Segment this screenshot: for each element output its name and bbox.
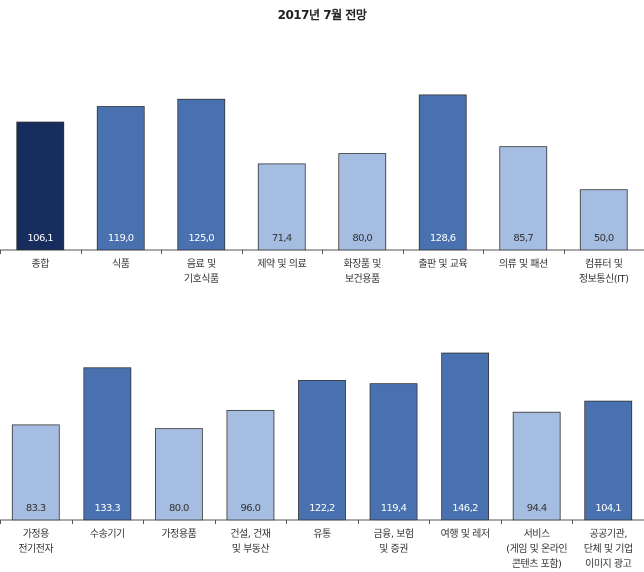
data-label: 133.3 (95, 503, 121, 514)
bar (154, 428, 203, 521)
category-label: 출판 및 교육 (418, 258, 467, 270)
category-label: 금융, 보험 (373, 528, 413, 540)
bar (418, 94, 467, 251)
category-label: 여행 및 레저 (441, 528, 490, 540)
category-label: 기호식품 (184, 273, 219, 285)
bar (441, 352, 490, 521)
category-label: 컴퓨터 및 (585, 258, 623, 270)
bar (11, 424, 60, 521)
category-label: 음료 및 (187, 258, 216, 270)
data-label: 146,2 (452, 503, 478, 514)
category-label: 가정용 (23, 528, 49, 540)
category-label: 전기전자 (18, 543, 53, 555)
data-label: 106,1 (27, 233, 53, 244)
data-label: 71,4 (272, 233, 292, 244)
bar (512, 411, 561, 521)
category-label: 수송기기 (90, 528, 125, 540)
category-label: 이미지 광고 (585, 558, 631, 570)
chart-title: 2017년 7월 전망 (277, 8, 367, 22)
category-label: 서비스 (524, 528, 550, 540)
data-label: 85,7 (513, 233, 533, 244)
category-label: 및 부동산 (232, 543, 270, 555)
category-label: 제약 및 의료 (257, 258, 306, 270)
data-label: 122,2 (309, 503, 335, 514)
data-label: 80,0 (352, 233, 372, 244)
category-label: 공공기관, (589, 528, 627, 540)
bar (298, 380, 346, 521)
data-label: 94.4 (527, 503, 547, 514)
data-label: 96.0 (241, 503, 261, 514)
category-label: 정보통신(IT) (579, 273, 629, 285)
category-label: (게임 및 온라인 (506, 542, 567, 555)
bar (584, 400, 633, 521)
data-label: 119,0 (108, 233, 134, 244)
data-label: 83.3 (26, 503, 46, 514)
category-label: 식품 (112, 258, 130, 270)
category-label: 보건용품 (345, 273, 380, 285)
data-label: 128,6 (430, 233, 456, 244)
bar (257, 163, 306, 251)
bar (16, 121, 65, 251)
category-label: 의류 및 패션 (499, 258, 548, 270)
data-label: 119,4 (381, 503, 407, 514)
category-label: 가정용품 (161, 528, 196, 540)
data-label: 50,0 (594, 233, 614, 244)
bar (177, 98, 226, 251)
category-label: 및 증권 (379, 543, 408, 555)
data-label: 104,1 (595, 503, 621, 514)
category-label: 종합 (32, 258, 50, 270)
category-label: 건설, 건재 (230, 528, 270, 540)
bar (499, 146, 548, 251)
data-label: 80.0 (169, 503, 189, 514)
bar (226, 409, 275, 521)
bar (96, 106, 145, 251)
category-label: 화장품 및 (344, 258, 382, 270)
category-label: 콘텐츠 포함) (512, 558, 562, 570)
bar (83, 367, 132, 521)
bar (579, 189, 628, 251)
bar (369, 383, 418, 521)
category-label: 유통 (313, 528, 331, 540)
bar (338, 153, 387, 251)
data-label: 125,0 (188, 233, 214, 244)
category-label: 단체 및 기업 (584, 542, 633, 555)
